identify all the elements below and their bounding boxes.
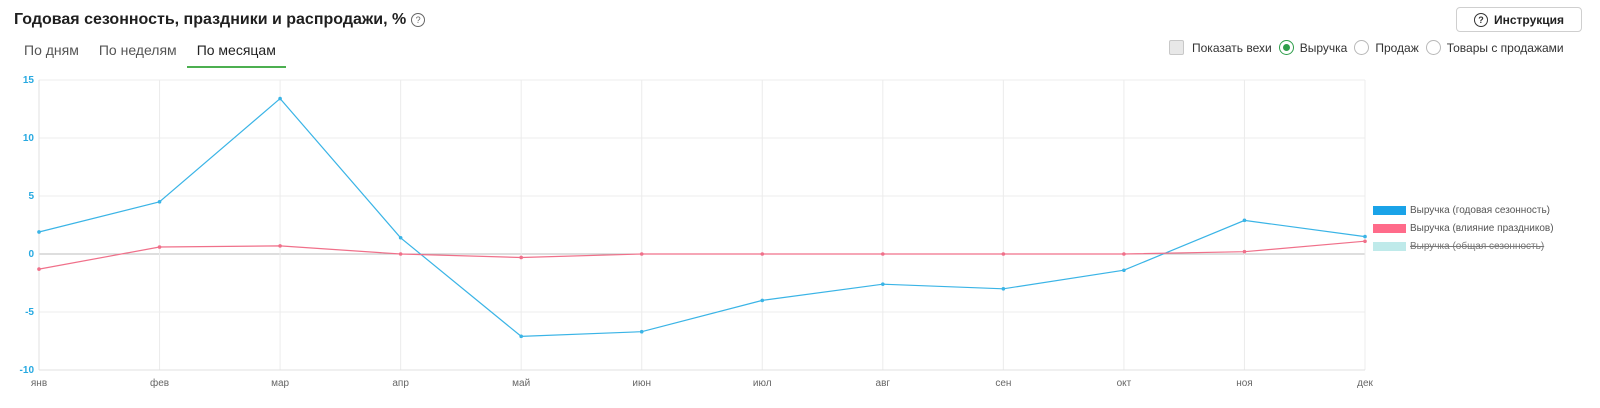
- show-milestones-checkbox[interactable]: [1169, 40, 1184, 55]
- x-tick-label: май: [512, 378, 530, 389]
- legend-label-holidays: Выручка (влияние праздников): [1410, 222, 1554, 234]
- data-point-seasonality: [157, 200, 162, 204]
- y-tick-label: -5: [25, 307, 34, 318]
- data-point-holidays: [398, 252, 403, 256]
- data-point-holidays: [1242, 249, 1247, 254]
- chart-controls: Показать вехи Выручка Продаж Товары с пр…: [1169, 40, 1564, 55]
- data-point-holidays: [881, 252, 885, 256]
- period-tabs: По дням По неделям По месяцам: [14, 40, 286, 68]
- tab-by-days[interactable]: По дням: [24, 42, 79, 58]
- data-point-seasonality: [37, 230, 41, 234]
- x-tick-label: ноя: [1236, 378, 1253, 389]
- products-with-sales-radio[interactable]: [1425, 40, 1441, 55]
- page-title: Годовая сезонность, праздники и распрода…: [14, 11, 407, 28]
- data-point-seasonality: [639, 329, 644, 334]
- x-tick-label: мар: [271, 378, 289, 389]
- data-point-holidays: [1363, 239, 1367, 244]
- help-icon[interactable]: ?: [411, 13, 426, 27]
- x-tick-label: июн: [632, 378, 651, 389]
- data-point-seasonality: [760, 298, 765, 303]
- title-row: Годовая сезонность, праздники и распрода…: [14, 11, 426, 29]
- x-tick-label: окт: [1117, 378, 1132, 389]
- question-icon: ?: [1473, 12, 1488, 27]
- y-tick-label: 0: [28, 249, 34, 260]
- data-point-seasonality: [519, 334, 523, 339]
- x-tick-label: янв: [31, 378, 47, 389]
- x-tick-label: авг: [876, 378, 891, 389]
- sales-radio-label: Продаж: [1375, 40, 1419, 55]
- legend-item-holidays[interactable]: Выручка (влияние праздников): [1373, 219, 1554, 237]
- show-milestones-label: Показать вехи: [1192, 40, 1272, 55]
- legend-swatch-holidays: [1373, 223, 1406, 233]
- data-point-seasonality: [278, 96, 282, 101]
- data-point-holidays: [157, 245, 162, 249]
- y-tick-label: -10: [20, 365, 35, 376]
- data-point-holidays: [760, 252, 765, 256]
- x-tick-label: июл: [753, 378, 772, 389]
- revenue-radio-label: Выручка: [1299, 40, 1348, 55]
- data-point-seasonality: [1363, 234, 1367, 239]
- data-point-holidays: [278, 244, 282, 248]
- x-tick-label: сен: [995, 378, 1011, 389]
- data-point-seasonality: [1242, 218, 1247, 223]
- revenue-radio[interactable]: [1278, 40, 1294, 55]
- data-point-holidays: [639, 252, 644, 256]
- y-tick-label: 5: [28, 191, 34, 202]
- tab-by-weeks[interactable]: По неделям: [98, 42, 177, 58]
- instruction-button[interactable]: ? Инструкция: [1456, 7, 1582, 32]
- x-tick-label: апр: [392, 378, 409, 389]
- y-tick-label: 10: [23, 133, 35, 144]
- legend-item-total-seasonality[interactable]: Выручка (общая сезонность): [1373, 237, 1554, 255]
- y-tick-label: 15: [23, 75, 35, 86]
- data-point-seasonality: [1001, 287, 1006, 291]
- data-point-holidays: [1122, 252, 1126, 256]
- data-point-holidays: [1001, 252, 1006, 256]
- seasonality-line-chart: 15 10 5 0 -5 -10 янв фев мар апр май июн июл авг сен ок…: [20, 75, 1374, 389]
- series-line-seasonality: [38, 97, 1366, 338]
- products-with-sales-radio-label: Товары с продажами: [1446, 40, 1564, 55]
- legend-label-total: Выручка (общая сезонность): [1410, 240, 1545, 252]
- data-point-seasonality: [398, 235, 403, 240]
- x-tick-label: дек: [1357, 378, 1373, 389]
- series-line-holidays: [38, 240, 1366, 270]
- data-point-seasonality: [1122, 268, 1126, 273]
- legend-item-seasonality[interactable]: Выручка (годовая сезонность): [1373, 201, 1554, 219]
- instruction-label: Инструкция: [1493, 12, 1565, 27]
- tab-by-months[interactable]: По месяцам: [186, 40, 286, 68]
- sales-radio[interactable]: [1354, 40, 1370, 55]
- chart-legend: Выручка (годовая сезонность) Выручка (вл…: [1373, 201, 1554, 255]
- legend-label-seasonality: Выручка (годовая сезонность): [1410, 204, 1551, 216]
- legend-swatch-seasonality: [1373, 205, 1406, 215]
- data-point-seasonality: [881, 282, 885, 286]
- legend-swatch-total: [1373, 241, 1406, 251]
- x-tick-label: фев: [150, 377, 169, 389]
- data-point-holidays: [519, 255, 523, 260]
- data-point-holidays: [37, 267, 41, 271]
